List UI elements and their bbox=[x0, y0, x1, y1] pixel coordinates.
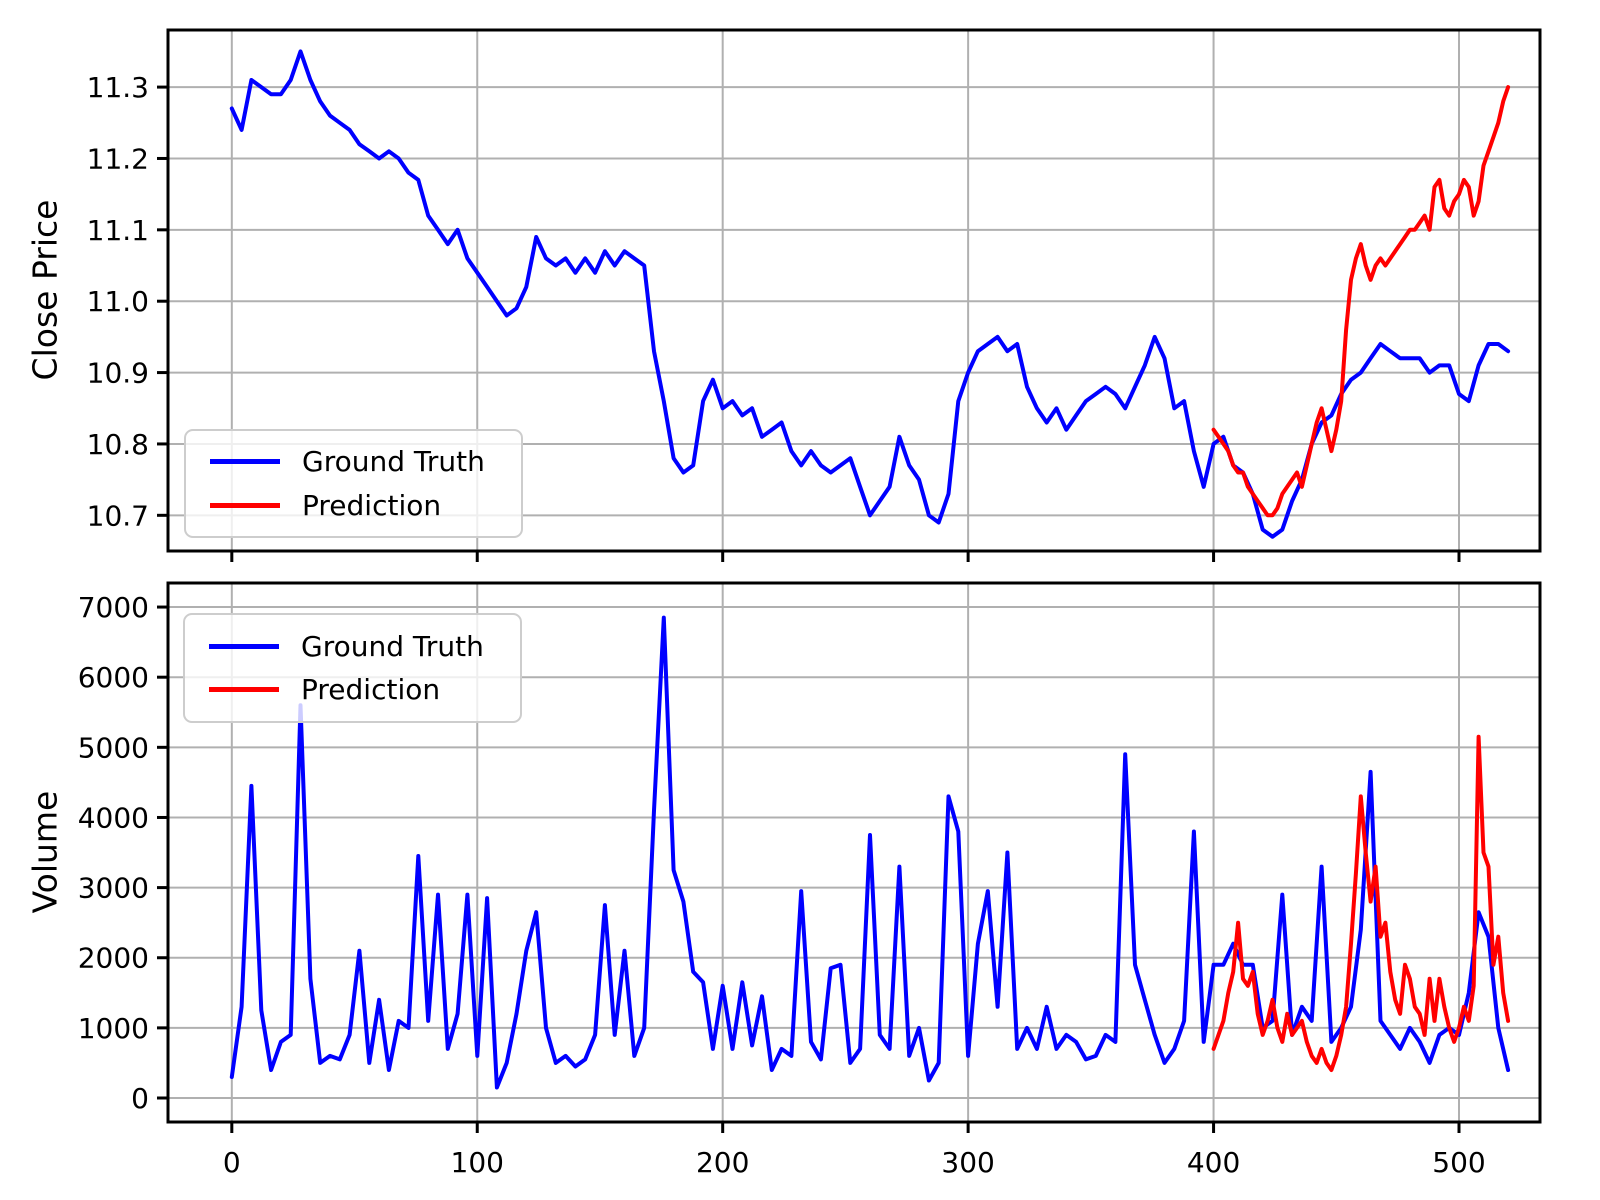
series-ground-truth bbox=[229, 49, 1511, 539]
y-tick-label: 11.1 bbox=[87, 214, 149, 247]
y-tick-label: 3000 bbox=[78, 872, 149, 905]
y-tick-label: 6000 bbox=[78, 661, 149, 694]
axes-spines bbox=[166, 581, 1542, 1124]
y-tick-label: 10.7 bbox=[87, 499, 149, 532]
legend-row-ground-truth: Ground Truth bbox=[196, 445, 511, 478]
price-chart: 10.7 10.8 10.9 11.0 11.1 11.2 11.3 bbox=[87, 28, 1542, 562]
ground-truth-line-swatch bbox=[209, 643, 279, 649]
y-tick-label: 11.2 bbox=[87, 142, 149, 175]
y-tick-label: 10.9 bbox=[87, 357, 149, 390]
legend-label-prediction: Prediction bbox=[302, 488, 442, 522]
legend-price-chart: Ground Truth Prediction bbox=[184, 429, 523, 538]
legend-label-ground-truth: Ground Truth bbox=[301, 629, 484, 663]
y-tick-label: 7000 bbox=[78, 591, 149, 624]
x-tick-label: 300 bbox=[941, 1146, 994, 1179]
x-tick-label: 200 bbox=[696, 1146, 749, 1179]
legend-volume-chart: Ground Truth Prediction bbox=[183, 613, 522, 723]
close-price-axis-label: Close Price bbox=[25, 199, 65, 381]
y-tick-label: 5000 bbox=[78, 731, 149, 764]
series-ground-truth bbox=[229, 615, 1511, 1090]
prediction-line-swatch bbox=[210, 502, 280, 508]
y-tick-label: 11.3 bbox=[87, 71, 149, 104]
y-tick-label: 4000 bbox=[78, 801, 149, 834]
y-tick-label: 0 bbox=[131, 1082, 149, 1115]
series-prediction bbox=[1211, 85, 1511, 518]
ground-truth-line-swatch bbox=[210, 459, 280, 465]
legend-row-prediction: Prediction bbox=[196, 489, 511, 522]
x-tick-label: 500 bbox=[1432, 1146, 1485, 1179]
y-tick-label: 1000 bbox=[78, 1012, 149, 1045]
prediction-line-swatch bbox=[209, 687, 279, 693]
legend-row-prediction: Prediction bbox=[195, 673, 510, 706]
y-tick-label: 11.0 bbox=[87, 285, 149, 318]
legend-label-prediction: Prediction bbox=[301, 673, 441, 707]
y-tick-label: 10.8 bbox=[87, 428, 149, 461]
series-prediction bbox=[1211, 734, 1511, 1072]
volume-axis-label: Volume bbox=[25, 790, 65, 914]
legend-label-ground-truth: Ground Truth bbox=[302, 445, 485, 479]
y-tick-label: 2000 bbox=[78, 942, 149, 975]
x-tick-label: 100 bbox=[451, 1146, 504, 1179]
axes-spines bbox=[166, 28, 1542, 553]
x-tick-label: 400 bbox=[1187, 1146, 1240, 1179]
x-tick-label: 0 bbox=[223, 1146, 241, 1179]
legend-row-ground-truth: Ground Truth bbox=[195, 630, 510, 663]
